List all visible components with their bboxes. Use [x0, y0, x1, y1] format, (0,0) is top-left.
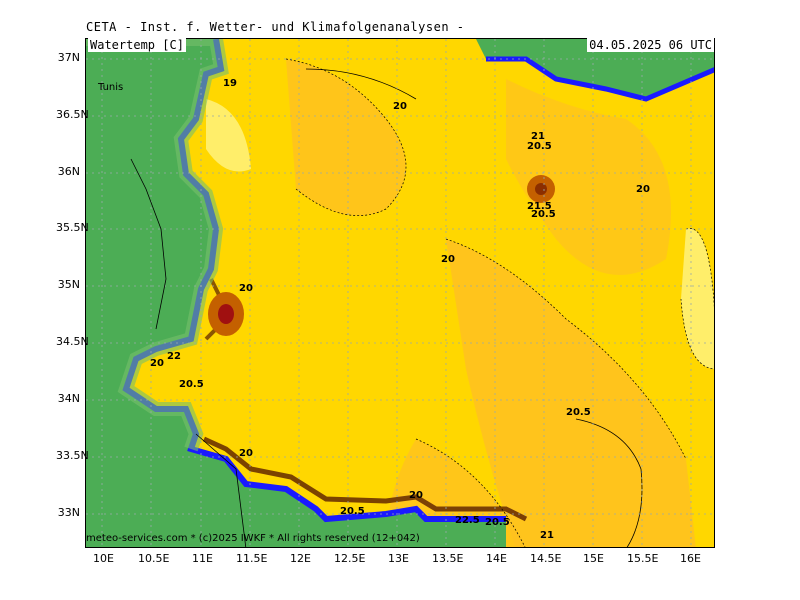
graticule — [86, 39, 714, 547]
lat-label: 34.5N — [56, 335, 89, 348]
lat-label: 34N — [57, 392, 80, 405]
lon-label: 14E — [486, 552, 507, 565]
lat-label: 33N — [57, 506, 80, 519]
lon-label: 12E — [290, 552, 311, 565]
contour-label: 20.5 — [340, 506, 365, 517]
warm-spot — [218, 304, 234, 324]
contour-label: 20.5 — [531, 209, 556, 220]
lon-label: 12.5E — [334, 552, 366, 565]
lon-label: 13E — [388, 552, 409, 565]
land-area-north — [476, 39, 714, 99]
lon-label: 10.5E — [138, 552, 170, 565]
contour-label: 20 — [239, 448, 253, 459]
contour-label: 20.5 — [179, 379, 204, 390]
country-border — [195, 433, 247, 547]
sea-warm-zone — [286, 59, 406, 216]
land-area — [86, 39, 506, 547]
chart-title: CETA - Inst. f. Wetter- und Klimafolgena… — [86, 20, 465, 34]
contour-label: 20.5 — [566, 407, 591, 418]
contour-label: 22 — [167, 351, 181, 362]
lon-label: 15.5E — [627, 552, 659, 565]
contour-label: 20.5 — [527, 141, 552, 152]
coastline-warm — [202, 436, 528, 522]
lon-label: 11E — [192, 552, 213, 565]
sea-warm-zone — [446, 239, 696, 547]
lat-label: 37N — [57, 51, 80, 64]
credit-text: meteo-services.com * (c)2025 IWKF * All … — [86, 533, 420, 544]
variable-label: Watertemp [C] — [88, 38, 186, 52]
sea-temperature-map — [86, 39, 714, 547]
country-border — [130, 158, 167, 330]
contour-label: 20 — [441, 254, 455, 265]
lon-label: 16E — [680, 552, 701, 565]
contour-label: 20 — [239, 283, 253, 294]
lon-label: 13.5E — [432, 552, 464, 565]
contour-lines — [305, 68, 643, 547]
lon-label: 11.5E — [236, 552, 268, 565]
contour-label: 21 — [540, 530, 554, 541]
land-fringe — [86, 39, 229, 452]
contour-label: 20.5 — [485, 517, 510, 528]
lon-label: 14.5E — [530, 552, 562, 565]
timestamp-label: 04.05.2025 06 UTC — [587, 38, 714, 52]
contour-label: 20 — [150, 358, 164, 369]
lat-label: 35.5N — [56, 221, 89, 234]
contour-label: 19 — [223, 78, 237, 89]
sea-cool-zone — [681, 228, 714, 369]
lat-label: 36N — [57, 165, 80, 178]
sea-warm-zone — [506, 79, 671, 275]
warm-spot — [535, 183, 547, 195]
lat-label: 36.5N — [56, 108, 89, 121]
contour-label: 20 — [393, 101, 407, 112]
lat-label: 33.5N — [56, 449, 89, 462]
lat-label: 35N — [57, 278, 80, 291]
map-frame — [85, 38, 715, 548]
lon-label: 15E — [583, 552, 604, 565]
contour-label: 20 — [636, 184, 650, 195]
contour-label: 20 — [409, 490, 423, 501]
contour-label: 22.5 — [455, 515, 480, 526]
city-label: Tunis — [98, 82, 124, 93]
lon-label: 10E — [93, 552, 114, 565]
sea-cool-zone — [206, 99, 251, 172]
contour-lines — [285, 58, 714, 547]
contour-label: 21.5 — [527, 201, 552, 212]
contour-label: 21 — [531, 131, 545, 142]
